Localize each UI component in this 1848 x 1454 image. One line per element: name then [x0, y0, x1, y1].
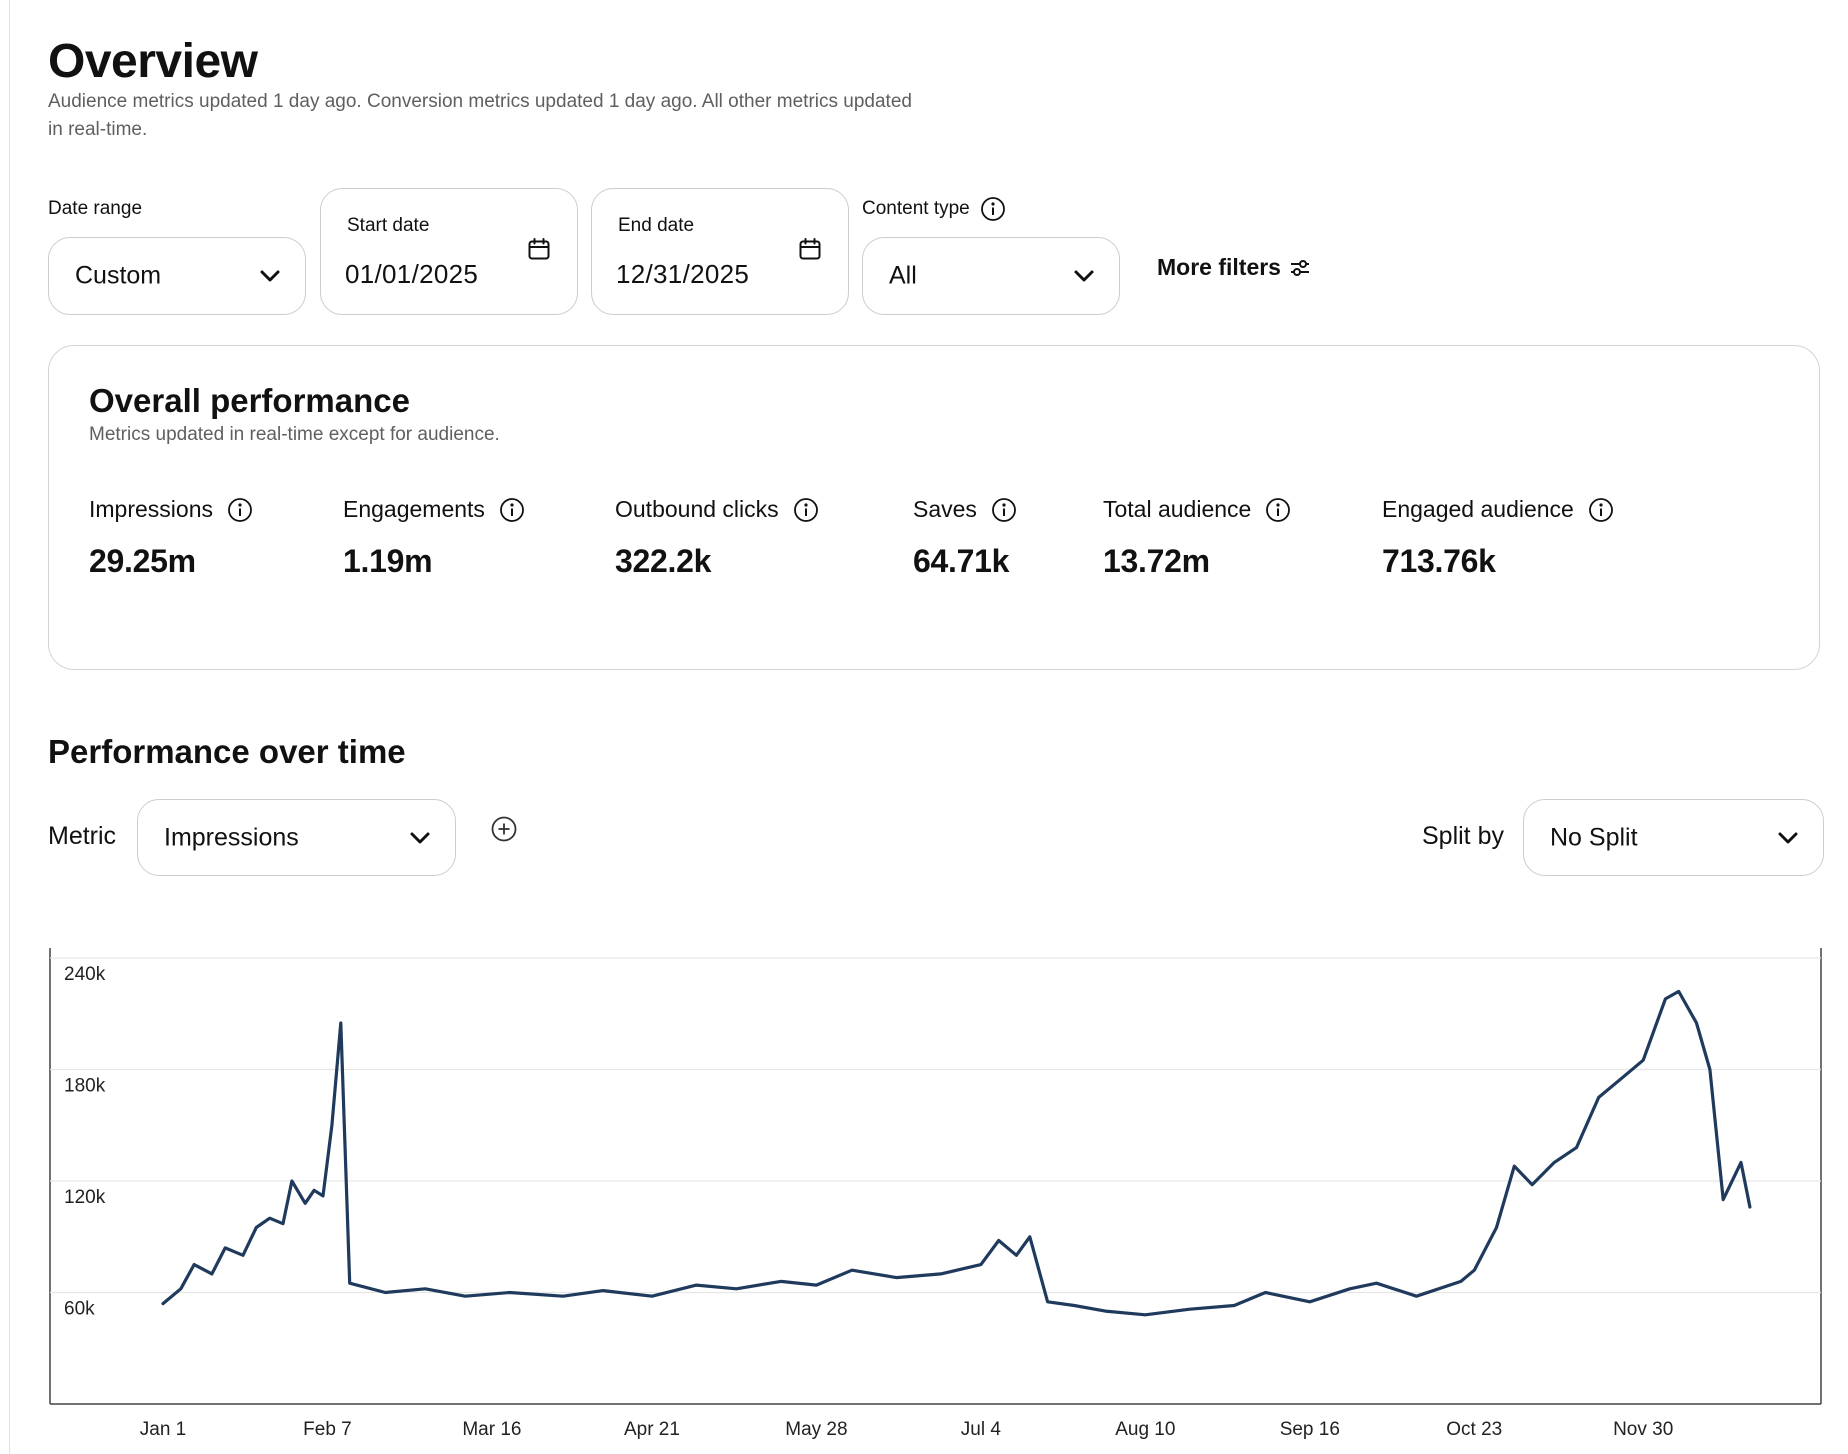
y-tick-label: 180k: [64, 1076, 106, 1097]
metric-value: 13.72m: [1103, 543, 1210, 579]
info-icon[interactable]: [1588, 497, 1614, 523]
metric-label: Total audience: [1103, 496, 1252, 522]
calendar-icon[interactable]: [798, 237, 822, 261]
calendar-icon[interactable]: [527, 237, 551, 261]
metric-impressions: Impressions 29.25m: [89, 496, 253, 580]
more-filters-label: More filters: [1157, 254, 1281, 280]
metric-value: 64.71k: [913, 543, 1010, 579]
end-date-label: End date: [618, 215, 695, 236]
metric-total-audience: Total audience 13.72m: [1103, 496, 1291, 580]
content-type-label: Content type: [862, 198, 970, 219]
date-range-select[interactable]: Custom: [48, 237, 306, 315]
overall-performance-subtitle: Metrics updated in real-time except for …: [89, 424, 500, 445]
split-by-label: Split by: [1422, 822, 1504, 850]
info-icon[interactable]: [793, 497, 819, 523]
metric-select-value: Impressions: [164, 823, 299, 851]
metric-label: Engagements: [343, 496, 485, 522]
info-icon[interactable]: [499, 497, 525, 523]
chevron-down-icon: [410, 832, 430, 843]
performance-over-time-title: Performance over time: [48, 733, 406, 770]
date-range-label: Date range: [48, 198, 143, 219]
page-title: Overview: [48, 35, 258, 88]
end-date-value: 12/31/2025: [616, 259, 750, 289]
metric-value: 322.2k: [615, 543, 712, 579]
date-range-value: Custom: [75, 261, 162, 290]
info-icon[interactable]: [1265, 497, 1291, 523]
start-date-label: Start date: [347, 215, 430, 236]
x-tick-label: Nov 30: [1613, 1419, 1673, 1440]
series-line: [161, 989, 1752, 1317]
y-tick-label: 240k: [64, 964, 106, 985]
more-filters-button[interactable]: More filters: [1157, 254, 1311, 281]
overall-performance-title: Overall performance: [89, 382, 410, 419]
end-date-field[interactable]: End date 12/31/2025: [591, 188, 849, 315]
metric-select[interactable]: Impressions: [137, 799, 456, 876]
sliders-icon: [1290, 259, 1309, 276]
x-tick-label: Apr 21: [624, 1419, 680, 1440]
chevron-down-icon: [1778, 832, 1798, 843]
impressions-line-chart: 60k 120k 180k 240k Jan 1 Feb 7 Mar 16 Apr 21 May…: [49, 948, 1822, 1440]
info-icon[interactable]: [991, 497, 1017, 523]
start-date-field[interactable]: Start date 01/01/2025: [320, 188, 578, 315]
metric-outbound-clicks: Outbound clicks 322.2k: [615, 496, 819, 580]
metric-label: Saves: [913, 496, 977, 522]
x-tick-label: Mar 16: [462, 1419, 521, 1440]
start-date-value: 01/01/2025: [345, 259, 479, 289]
chevron-down-icon: [1074, 270, 1094, 282]
chevron-down-icon: [260, 270, 280, 282]
metric-select-label: Metric: [48, 822, 117, 850]
metric-value: 713.76k: [1382, 543, 1496, 579]
x-tick-label: Oct 23: [1446, 1419, 1502, 1440]
x-tick-label: Aug 10: [1115, 1419, 1175, 1440]
metric-label: Engaged audience: [1382, 496, 1574, 522]
x-tick-label: May 28: [785, 1419, 847, 1440]
metric-label: Impressions: [89, 496, 213, 522]
overall-performance-card: Overall performance Metrics updated in r…: [48, 345, 1820, 670]
metric-saves: Saves 64.71k: [913, 496, 1017, 580]
content-type-select[interactable]: All: [862, 237, 1120, 315]
info-icon[interactable]: [980, 196, 1006, 222]
x-tick-label: Jul 4: [961, 1419, 1002, 1440]
x-tick-label: Sep 16: [1280, 1419, 1340, 1440]
metric-label: Outbound clicks: [615, 496, 779, 522]
page-subtitle: Audience metrics updated 1 day ago. Conv…: [48, 91, 912, 140]
x-tick-label: Feb 7: [303, 1419, 352, 1440]
content-type-label-row: Content type: [862, 196, 1006, 222]
metric-value: 1.19m: [343, 543, 433, 579]
metric-value: 29.25m: [89, 543, 196, 579]
split-by-select[interactable]: No Split: [1523, 799, 1824, 876]
content-type-value: All: [889, 261, 917, 290]
metric-engagements: Engagements 1.19m: [343, 496, 525, 580]
add-metric-icon[interactable]: [490, 815, 518, 843]
x-tick-label: Jan 1: [140, 1419, 186, 1440]
metric-engaged-audience: Engaged audience 713.76k: [1382, 496, 1614, 580]
page-left-border: [9, 0, 10, 1454]
y-tick-label: 60k: [64, 1299, 95, 1320]
y-tick-label: 120k: [64, 1187, 106, 1208]
split-by-value: No Split: [1550, 823, 1638, 851]
info-icon[interactable]: [227, 497, 253, 523]
